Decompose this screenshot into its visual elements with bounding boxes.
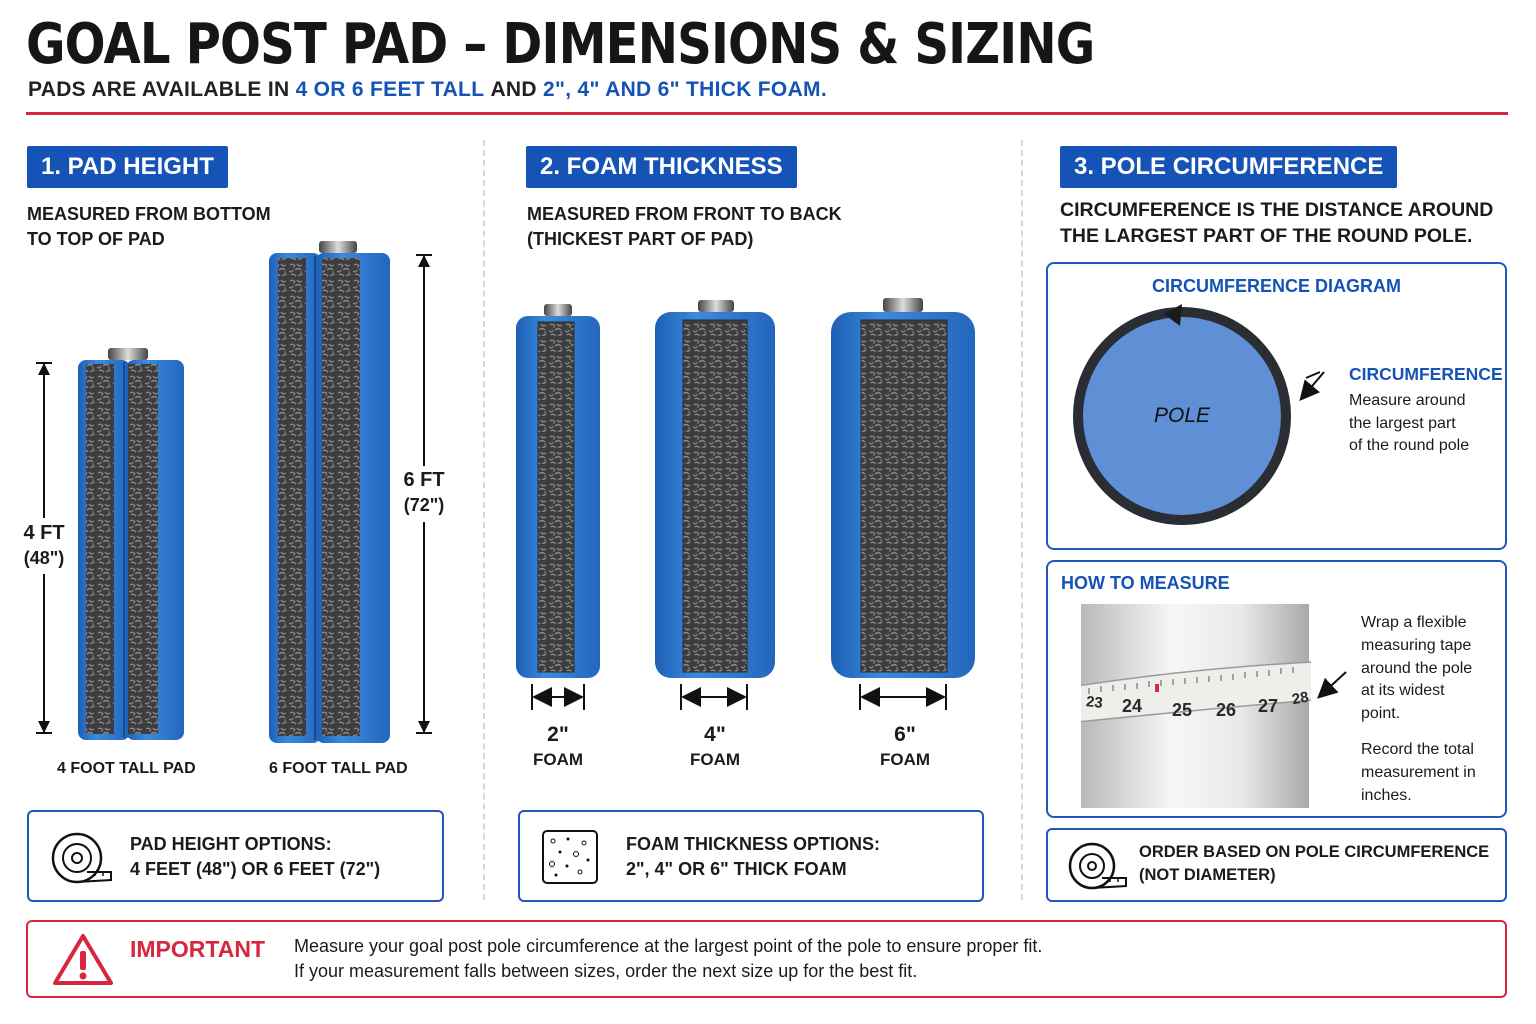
instruction-line: inches. bbox=[1361, 786, 1412, 804]
important-label: IMPORTANT bbox=[130, 936, 266, 962]
section-description-line: (THICKEST PART OF PAD) bbox=[527, 229, 754, 249]
section-description-line: THE LARGEST PART OF THE ROUND POLE. bbox=[1060, 225, 1473, 247]
four-foot-pad bbox=[78, 348, 184, 740]
measuring-tape bbox=[1081, 661, 1311, 723]
options-value: 4 FEET (48") OR 6 FEET (72") bbox=[130, 859, 381, 879]
tape-number: 26 bbox=[1216, 700, 1237, 720]
pole-label: POLE bbox=[1153, 404, 1211, 427]
tape-number: 23 bbox=[1085, 693, 1104, 712]
section-description: MEASURED FROM FRONT TO BACK (THICKEST PA… bbox=[527, 202, 842, 252]
foam-size: 2" bbox=[547, 723, 569, 746]
pointer-arrow bbox=[1299, 371, 1325, 402]
foam-word: FOAM bbox=[879, 750, 931, 769]
section-description: CIRCUMFERENCE IS THE DISTANCE AROUND THE… bbox=[1060, 197, 1493, 249]
six-foot-pad bbox=[269, 241, 390, 743]
diagram-title: CIRCUMFERENCE DIAGRAM bbox=[1152, 276, 1401, 296]
section-description-line: MEASURED FROM FRONT TO BACK bbox=[527, 204, 842, 224]
tape-numbers: 23 24 25 26 27 28 bbox=[1085, 686, 1316, 726]
instruction-line: at its widest bbox=[1361, 682, 1445, 700]
description-line: of the round pole bbox=[1349, 437, 1470, 454]
instruction-line: point. bbox=[1361, 705, 1401, 723]
subtitle-foam-highlight: 2", 4" AND 6" THICK FOAM. bbox=[543, 78, 827, 101]
foam-size: 4" bbox=[704, 723, 726, 746]
tape-number: 24 bbox=[1122, 696, 1143, 716]
page-subtitle: PADS ARE AVAILABLE IN 4 OR 6 FEET TALL A… bbox=[28, 78, 827, 102]
important-line: Measure your goal post pole circumferenc… bbox=[294, 936, 1043, 956]
order-note-line1: ORDER BASED ON POLE CIRCUMFERENCE bbox=[1139, 843, 1490, 861]
record-instructions: Record the total measurement in inches. bbox=[1361, 739, 1476, 807]
column-divider bbox=[483, 140, 485, 900]
height-label-sub: (72") bbox=[403, 495, 445, 515]
foam-pad-6in bbox=[831, 298, 975, 678]
important-notice: IMPORTANT Measure your goal post pole ci… bbox=[26, 920, 1507, 998]
how-to-measure-instructions: Wrap a flexible measuring tape around th… bbox=[1361, 612, 1472, 726]
options-title: PAD HEIGHT OPTIONS: bbox=[130, 834, 332, 854]
section-description-line: MEASURED FROM BOTTOM bbox=[27, 204, 271, 224]
tape-number: 28 bbox=[1290, 688, 1311, 709]
options-title: FOAM THICKNESS OPTIONS: bbox=[626, 834, 881, 854]
height-label-main: 6 FT bbox=[403, 469, 445, 491]
instruction-line: Wrap a flexible bbox=[1361, 614, 1467, 631]
subtitle-height-highlight: 4 OR 6 FEET TALL bbox=[295, 78, 485, 101]
section-description: MEASURED FROM BOTTOM TO TOP OF PAD bbox=[27, 202, 271, 252]
subtitle-lead: PADS ARE AVAILABLE IN bbox=[28, 78, 290, 101]
foam-pad-4in bbox=[655, 300, 775, 678]
warning-triangle-icon bbox=[53, 934, 113, 985]
important-line: If your measurement falls between sizes,… bbox=[294, 961, 918, 981]
foam-size: 6" bbox=[894, 723, 916, 746]
pad-label-6ft: 6 FOOT TALL PAD bbox=[269, 760, 408, 777]
instruction-line: Record the total bbox=[1361, 741, 1474, 758]
foam-word: FOAM bbox=[532, 750, 584, 769]
circumference-arrow-icon bbox=[1164, 304, 1182, 326]
how-to-measure-panel: HOW TO MEASURE 23 24 25 26 27 28 Wrap a … bbox=[1046, 560, 1507, 818]
description-line: Measure around bbox=[1349, 392, 1466, 409]
section-description-line: CIRCUMFERENCE IS THE DISTANCE AROUND bbox=[1060, 199, 1494, 221]
circumference-diagram-panel: CIRCUMFERENCE DIAGRAM POLE CIRCUMFERENCE… bbox=[1046, 262, 1507, 550]
circumference-description: Measure around the largest part of the r… bbox=[1349, 390, 1469, 458]
height-label-4ft: 4 FT (48") bbox=[14, 521, 74, 571]
pointer-arrow bbox=[1317, 671, 1347, 699]
order-note-line2: (NOT DIAMETER) bbox=[1139, 866, 1276, 884]
section-heading-pole-circumference: 3. POLE CIRCUMFERENCE bbox=[1060, 146, 1398, 188]
height-label-sub: (48") bbox=[23, 548, 65, 568]
foam-pad-2in bbox=[516, 304, 600, 678]
height-label-main: 4 FT bbox=[23, 522, 65, 544]
circumference-diagram bbox=[1073, 304, 1325, 525]
important-message: Measure your goal post pole circumferenc… bbox=[294, 934, 1042, 984]
instruction-line: around the pole bbox=[1361, 659, 1473, 677]
instruction-line: measuring tape bbox=[1361, 636, 1472, 654]
description-line: the largest part bbox=[1349, 414, 1456, 432]
instruction-line: measurement in bbox=[1361, 763, 1476, 781]
foam-label-6in: 6" FOAM bbox=[865, 722, 945, 772]
tape-number: 25 bbox=[1172, 700, 1193, 720]
circumference-label: CIRCUMFERENCE bbox=[1349, 364, 1503, 384]
column-divider bbox=[1021, 140, 1023, 900]
pad-height-illustration bbox=[20, 241, 450, 743]
pad-label-4ft: 4 FOOT TALL PAD bbox=[57, 760, 196, 777]
foam-swatch-icon bbox=[542, 830, 598, 884]
measuring-tape-icon bbox=[51, 832, 112, 884]
tape-number: 27 bbox=[1258, 696, 1279, 716]
page-title: GOAL POST PAD – DIMENSIONS & SIZING bbox=[26, 12, 1095, 77]
foam-label-2in: 2" FOAM bbox=[518, 722, 598, 772]
foam-thickness-illustration bbox=[516, 298, 975, 710]
how-to-measure-title: HOW TO MEASURE bbox=[1061, 573, 1230, 593]
pad-height-options-box: PAD HEIGHT OPTIONS: 4 FEET (48") OR 6 FE… bbox=[27, 810, 444, 902]
pole-with-tape-illustration bbox=[1081, 604, 1311, 808]
options-value: 2", 4" OR 6" THICK FOAM bbox=[626, 859, 847, 879]
height-label-6ft: 6 FT (72") bbox=[394, 468, 454, 518]
foam-word: FOAM bbox=[689, 750, 741, 769]
foam-thickness-options-box: FOAM THICKNESS OPTIONS: 2", 4" OR 6" THI… bbox=[518, 810, 984, 902]
order-note-box: ORDER BASED ON POLE CIRCUMFERENCE (NOT D… bbox=[1046, 828, 1507, 902]
measuring-tape-icon bbox=[1068, 842, 1127, 890]
foam-label-4in: 4" FOAM bbox=[675, 722, 755, 772]
header-divider bbox=[26, 112, 1508, 115]
pole-circle bbox=[1073, 307, 1291, 525]
subtitle-mid: AND bbox=[490, 78, 537, 101]
section-heading-pad-height: 1. PAD HEIGHT bbox=[27, 146, 228, 188]
section-heading-foam-thickness: 2. FOAM THICKNESS bbox=[526, 146, 797, 188]
section-description-line: TO TOP OF PAD bbox=[27, 229, 165, 249]
